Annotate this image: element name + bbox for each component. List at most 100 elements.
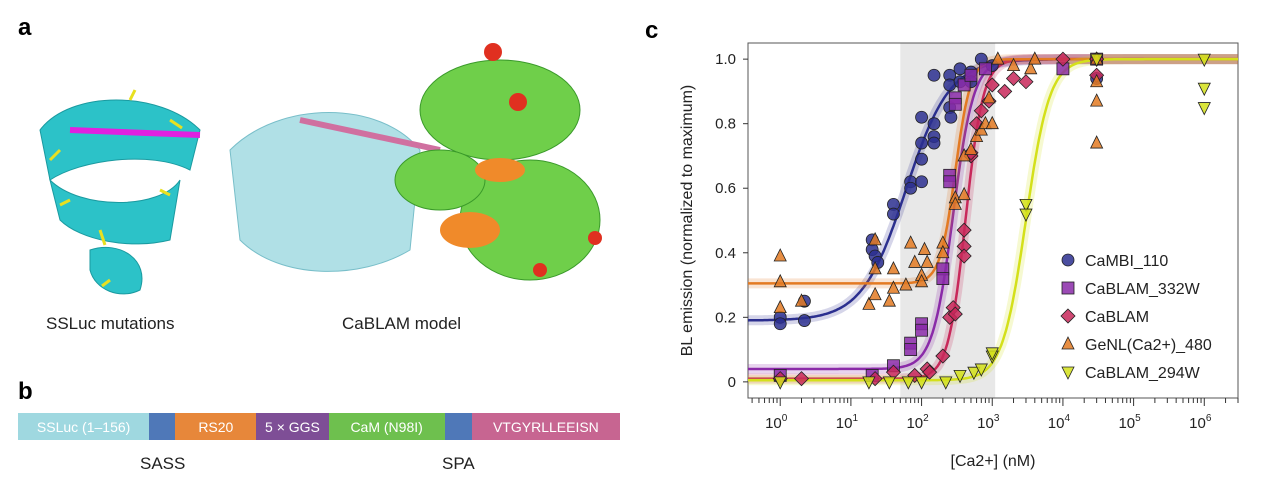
x-tick-exponent: 4 [1064,413,1070,424]
data-point-circle [927,117,941,131]
legend-marker [1060,308,1076,324]
data-point-triangle-down [1197,53,1211,68]
x-tick-label: 104 [1048,413,1071,432]
cablam-caption: CaBLAM model [342,314,462,333]
data-point-circle [915,136,928,150]
data-point-triangle-up [903,235,918,249]
data-point-square [957,78,971,92]
x-tick-exponent: 1 [852,413,858,424]
data-point-triangle-down [882,376,896,390]
data-point-triangle-up [868,286,882,301]
x-tick-base: 10 [836,415,853,432]
data-point-circle [915,152,928,166]
data-point-diamond [997,83,1013,99]
legend-label: CaBLAM [1085,309,1149,326]
data-point-triangle-up [1006,57,1021,71]
data-point-circle [915,110,928,124]
data-point-triangle-up [1028,51,1042,65]
data-point-triangle-down [967,366,981,381]
data-point-triangle-up [908,254,922,268]
panel-c-label: c [645,17,658,44]
sslu-caption: SSLuc mutations [46,314,175,333]
x-tick-base: 10 [977,415,994,432]
data-point-triangle-down [939,376,953,390]
data-point-circle [798,314,811,327]
data-point-circle [773,317,787,331]
data-point-triangle-down [1090,53,1104,68]
data-point-triangle-up [773,299,787,314]
x-tick-label: 100 [765,413,788,432]
data-point-circle [944,110,958,124]
data-point-diamond [956,222,972,238]
y-tick-label: 0.6 [715,180,736,197]
data-point-triangle-up [1090,135,1104,149]
legend-label: GeNL(Ca2+)_480 [1085,337,1212,354]
data-point-triangle-up [773,248,787,262]
x-tick-base: 10 [1048,415,1065,432]
x-tick-label: 103 [977,413,1000,432]
data-point-triangle-up [1090,93,1104,107]
data-point-diamond [922,364,938,380]
data-point-circle [953,62,967,76]
x-tick-label: 105 [1118,413,1141,432]
data-point-diamond [984,77,1000,93]
segment-1 [149,413,176,440]
x-tick-label: 106 [1189,413,1212,432]
x-tick-exponent: 2 [923,413,929,424]
segment-4: CaM (N98I) [328,413,445,440]
data-point-square [979,62,992,76]
legend-label: CaBLAM_294W [1085,365,1201,382]
data-point-triangle-down [901,376,915,390]
data-point-diamond [1055,51,1071,67]
data-point-triangle-up [948,196,962,210]
legend-marker [1061,336,1075,350]
data-point-square [936,272,950,285]
cablam-structure [229,43,602,281]
x-tick-exponent: 6 [1206,413,1212,424]
segment-2: RS20 [175,413,257,440]
data-point-triangle-down [862,376,876,390]
sass-annotation: SASS [140,454,186,473]
data-point-triangle-down [974,363,988,377]
data-point-triangle-down [985,347,999,361]
data-point-triangle-up [957,186,971,201]
data-point-triangle-up [991,51,1005,65]
data-point-triangle-up [936,244,950,259]
data-point-triangle-up [1024,60,1038,75]
data-point-diamond [793,371,810,387]
data-point-diamond [935,348,951,364]
data-point-triangle-up [974,122,988,136]
x-tick-base: 10 [906,415,923,432]
data-point-diamond [973,103,989,119]
data-point-circle [915,175,928,189]
y-axis-label: BL emission (normalized to maximum) [679,85,696,356]
y-tick-label: 0.2 [715,309,736,326]
data-point-triangle-up [886,280,901,294]
data-point-triangle-up [868,261,882,275]
data-point-triangle-up [920,254,934,268]
x-tick-exponent: 5 [1135,413,1141,424]
data-point-triangle-down [914,376,929,390]
data-point-triangle-up [914,273,929,288]
data-point-triangle-down [1019,208,1033,222]
data-point-circle [904,181,918,195]
segment-5 [444,413,472,440]
sslu-structure [39,89,201,295]
data-point-triangle-up [985,115,999,130]
legend-marker [1061,253,1075,267]
x-tick-label: 101 [836,413,859,432]
x-tick-base: 10 [765,415,782,432]
x-tick-exponent: 3 [994,413,1000,424]
data-point-square [915,323,928,337]
data-point-diamond [947,306,963,322]
data-point-triangle-up [1090,73,1104,88]
data-point-triangle-up [882,293,896,307]
data-point-square [948,97,962,111]
construct-diagram: SSLuc (1–156) RS20 5 × GGS CaM (N98I) VTGYRL… [18,413,621,440]
legend-label: CaMBI_110 [1085,253,1168,270]
y-tick-label: 0.4 [715,245,736,262]
x-tick-exponent: 0 [782,413,788,424]
data-point-circle [927,136,941,150]
data-point-diamond [1018,74,1034,90]
